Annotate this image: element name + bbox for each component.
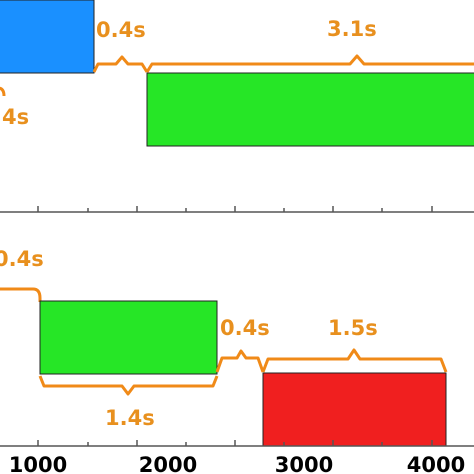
top-left-duration: 4s <box>2 105 29 129</box>
top-green-duration: 3.1s <box>327 17 377 41</box>
red-block <box>262 372 447 447</box>
top-left-bracket <box>0 86 6 97</box>
tick-label-1000: 1000 <box>9 453 67 474</box>
bottom-red-duration: 1.5s <box>328 316 378 340</box>
bottom-lead-duration: 0.4s <box>0 247 44 271</box>
bottom-red-bracket <box>261 348 448 373</box>
bottom-green-block <box>39 300 218 375</box>
tick-label-2000: 2000 <box>139 453 197 474</box>
bottom-green-duration: 1.4s <box>105 406 155 430</box>
top-gap-bracket <box>92 55 149 73</box>
top-green-bracket <box>145 54 474 73</box>
bottom-gap-duration: 0.4s <box>220 316 270 340</box>
tick-label-4000: 4000 <box>407 453 465 474</box>
bottom-green-bracket <box>38 375 219 396</box>
blue-block <box>0 0 95 74</box>
bottom-lead-bracket <box>0 287 42 302</box>
top-green-block <box>146 72 474 147</box>
tick-label-3000: 3000 <box>275 453 333 474</box>
top-axis-ticks <box>37 206 433 212</box>
bottom-gap-bracket <box>215 349 265 373</box>
bottom-axis-ticks <box>37 440 433 446</box>
top-gap-duration: 0.4s <box>96 18 146 42</box>
